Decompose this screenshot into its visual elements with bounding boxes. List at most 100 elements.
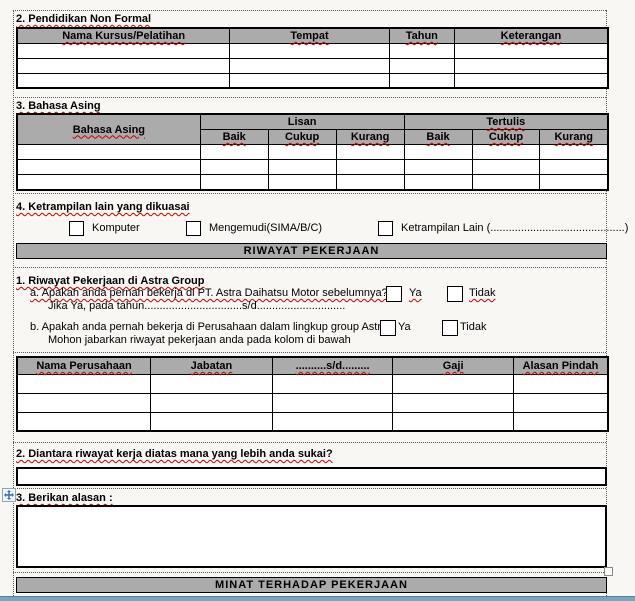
column-header: Keterangan — [453, 27, 609, 44]
table-cell-empty[interactable] — [453, 43, 609, 59]
column-header: Tahun — [388, 27, 455, 44]
table-cell-empty[interactable] — [271, 373, 394, 394]
table-cell-empty[interactable] — [199, 159, 269, 175]
table-cell-empty[interactable] — [150, 373, 273, 394]
table-cell-empty[interactable] — [512, 373, 609, 394]
table-cell-empty[interactable] — [271, 392, 394, 413]
table-cell-empty[interactable] — [229, 43, 390, 59]
table-row — [16, 411, 609, 432]
table-cell-empty[interactable] — [453, 58, 609, 74]
text-boundary-right — [606, 10, 607, 600]
table-cell-empty[interactable] — [229, 58, 390, 74]
column-header: Nama Perusahaan — [16, 356, 152, 375]
table-cell-empty[interactable] — [16, 159, 201, 175]
table-cell-empty[interactable] — [512, 392, 609, 413]
table-cell-empty[interactable] — [388, 43, 455, 59]
table-cell-empty[interactable] — [539, 174, 609, 190]
table-cell-empty[interactable] — [16, 411, 152, 432]
question2-answer-box[interactable] — [16, 467, 607, 486]
question-a-label: a. Apakah anda pernah bekerja di PT. Ast… — [30, 287, 388, 299]
column-header: Cukup — [267, 129, 337, 145]
table-cell-empty[interactable] — [392, 373, 514, 394]
column-header: Kurang — [335, 129, 405, 145]
checkbox-komputer-label: Komputer — [92, 222, 140, 234]
table-cell-empty[interactable] — [392, 411, 514, 432]
table-cell-empty[interactable] — [16, 174, 201, 190]
table-cell-empty[interactable] — [539, 159, 609, 175]
question-b-row: b. Apakah anda pernah bekerja di Perusah… — [0, 320, 635, 336]
column-header: Kurang — [539, 129, 609, 145]
table-cell-empty[interactable] — [388, 73, 455, 88]
checkbox-a-tidak[interactable] — [447, 286, 463, 302]
table-cell-empty[interactable] — [150, 411, 273, 432]
table-cell-empty[interactable] — [150, 392, 273, 413]
checkbox-mengemudi[interactable] — [186, 221, 201, 236]
table-cell-empty[interactable] — [453, 73, 609, 88]
checkbox-b-tidak-label: Tidak — [460, 321, 487, 333]
text-boundary-line — [13, 488, 606, 489]
table-resize-handle[interactable] — [604, 567, 613, 576]
column-header: ..........s/d......... — [271, 356, 394, 375]
text-boundary-line — [13, 442, 606, 443]
table-row — [16, 144, 609, 160]
table-cell-empty[interactable] — [335, 159, 405, 175]
table-row — [16, 43, 609, 59]
table-cell-empty[interactable] — [16, 373, 152, 394]
section-bahasa-title: 3. Bahasa Asing — [16, 100, 101, 112]
table-move-handle[interactable] — [2, 488, 16, 502]
column-header: Alasan Pindah — [512, 356, 609, 375]
bahasa-table: Bahasa Asing Lisan Tertulis Baik Cukup K… — [16, 113, 609, 191]
table-cell-empty[interactable] — [16, 144, 201, 160]
column-header: Tempat — [229, 27, 390, 44]
section-bar-riwayat-pekerjaan: RIWAYAT PEKERJAAN — [16, 243, 607, 259]
table-cell-empty[interactable] — [392, 392, 514, 413]
window-bottom-edge — [0, 596, 635, 601]
table-cell-empty[interactable] — [271, 411, 394, 432]
text-boundary-line — [13, 97, 606, 98]
table-row — [16, 58, 609, 74]
table-cell-empty[interactable] — [16, 58, 231, 74]
table-cell-empty[interactable] — [267, 144, 337, 160]
table-cell-empty[interactable] — [403, 174, 473, 190]
question-b-label: b. Apakah anda pernah bekerja di Perusah… — [30, 321, 394, 333]
table-cell-empty[interactable] — [199, 144, 269, 160]
table-cell-empty[interactable] — [335, 174, 405, 190]
table-cell-empty[interactable] — [512, 411, 609, 432]
table-cell-empty[interactable] — [388, 58, 455, 74]
question-a-row: a. Apakah anda pernah bekerja di PT. Ast… — [0, 286, 635, 302]
table-cell-empty[interactable] — [403, 159, 473, 175]
table-cell-empty[interactable] — [539, 144, 609, 160]
text-boundary-line — [13, 267, 606, 268]
table-cell-empty[interactable] — [267, 159, 337, 175]
section-ketrampilan-title: 4. Ketrampilan lain yang dikuasai — [16, 201, 190, 213]
table-cell-empty[interactable] — [335, 144, 405, 160]
table-row — [16, 373, 609, 394]
checkbox-a-ya[interactable] — [386, 286, 402, 302]
table-cell-empty[interactable] — [199, 174, 269, 190]
table-cell-empty[interactable] — [16, 43, 231, 59]
text-boundary-line — [13, 352, 606, 353]
column-header: Gaji — [392, 356, 514, 375]
table-row — [16, 174, 609, 190]
table-cell-empty[interactable] — [471, 144, 541, 160]
table-cell-empty[interactable] — [267, 174, 337, 190]
pendidikan-table: Nama Kursus/Pelatihan Tempat Tahun Keter… — [16, 27, 609, 89]
table-cell-empty[interactable] — [16, 73, 231, 88]
table-cell-empty[interactable] — [403, 144, 473, 160]
checkbox-komputer[interactable] — [69, 221, 84, 236]
table-cell-empty[interactable] — [471, 174, 541, 190]
table-row — [16, 73, 609, 88]
table-cell-empty[interactable] — [16, 392, 152, 413]
checkbox-b-ya[interactable] — [380, 320, 396, 336]
table-row — [16, 392, 609, 413]
checkbox-b-tidak[interactable] — [442, 320, 458, 336]
question-a-note: Jika Ya, pada tahun.....................… — [48, 300, 346, 312]
checkbox-ketrampilan-lain[interactable] — [378, 221, 393, 236]
column-header: Nama Kursus/Pelatihan — [16, 27, 231, 44]
checkbox-mengemudi-label: Mengemudi(SIMA/B/C) — [209, 222, 323, 234]
question3-answer-box[interactable] — [16, 505, 607, 568]
table-cell-empty[interactable] — [471, 159, 541, 175]
move-icon — [4, 490, 14, 500]
table-header-row: Baik Cukup Kurang Baik Cukup Kurang — [17, 129, 609, 145]
table-cell-empty[interactable] — [229, 73, 390, 88]
